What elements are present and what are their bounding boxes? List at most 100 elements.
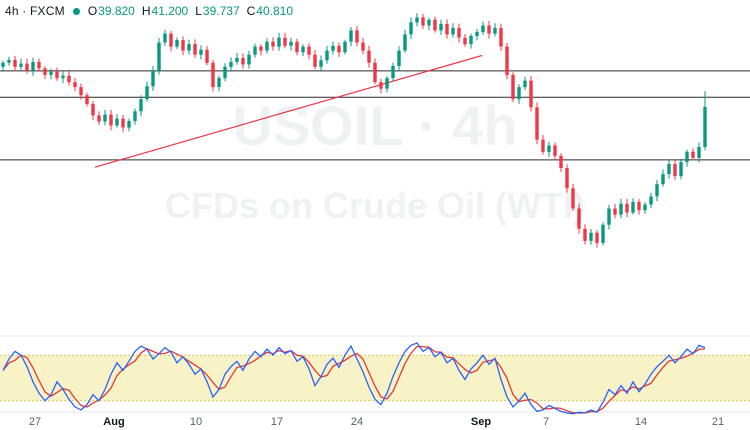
candle	[421, 14, 425, 29]
candle	[643, 202, 647, 214]
candle	[619, 198, 623, 219]
candle	[139, 95, 143, 117]
candle	[109, 109, 113, 131]
stochastic-k-line	[2, 342, 706, 415]
candle	[91, 101, 95, 121]
candle	[403, 29, 407, 53]
time-axis[interactable]: 27 Aug 10 17 24 Sep 7 14 21	[0, 414, 750, 430]
candle	[607, 204, 611, 230]
candle	[535, 102, 539, 145]
symbol-timeframe-label[interactable]: 4h · FXCM	[5, 4, 65, 18]
candle	[577, 203, 581, 234]
candle	[343, 39, 347, 55]
candles-group	[1, 13, 707, 248]
candle	[313, 50, 317, 70]
stochastic-band	[0, 355, 750, 401]
candle	[475, 29, 479, 41]
candle	[397, 46, 401, 71]
candle	[283, 33, 287, 49]
candle	[1, 60, 5, 72]
candle	[409, 17, 413, 40]
candle	[193, 39, 197, 58]
candle	[307, 43, 311, 60]
low-value: L 39.737	[195, 4, 240, 18]
candle	[379, 78, 383, 94]
date-label: 27	[28, 416, 42, 428]
candle	[301, 44, 305, 57]
candle	[583, 224, 587, 245]
candle	[499, 23, 503, 51]
candle	[553, 142, 557, 160]
candle	[319, 55, 323, 72]
candle	[145, 81, 149, 102]
candle	[235, 53, 239, 65]
candle	[439, 19, 443, 35]
candle	[565, 164, 569, 193]
candle	[289, 37, 293, 51]
candle	[115, 114, 119, 128]
close-value: C 40.810	[246, 4, 293, 18]
candle	[685, 149, 689, 167]
candle	[523, 76, 527, 91]
candle	[151, 66, 155, 91]
candle	[373, 58, 377, 85]
candle	[43, 66, 47, 79]
candle	[187, 39, 191, 55]
candle	[385, 76, 389, 93]
high-value: H 41.200	[141, 4, 189, 18]
trendline[interactable]	[94, 54, 483, 168]
candle	[37, 58, 41, 72]
candle	[691, 148, 695, 161]
open-value: O 39.820	[87, 4, 135, 18]
candle	[163, 29, 167, 46]
candle	[73, 77, 77, 91]
candle	[337, 42, 341, 57]
candle	[79, 83, 83, 100]
candle	[295, 38, 299, 56]
candle	[505, 42, 509, 80]
candle	[55, 67, 59, 81]
candle	[349, 27, 353, 47]
candle	[247, 50, 251, 69]
date-label: Aug	[103, 416, 125, 428]
candle	[667, 159, 671, 179]
candle	[355, 26, 359, 47]
candle	[85, 92, 89, 107]
stochastic-d-line	[2, 345, 706, 414]
candle	[259, 44, 263, 56]
candle	[133, 108, 137, 125]
candle	[625, 199, 629, 218]
candle	[25, 58, 29, 74]
candle	[595, 230, 599, 248]
candle	[391, 62, 395, 82]
candle	[457, 23, 461, 43]
market-status-icon	[72, 7, 80, 15]
candle	[517, 84, 521, 105]
candle	[511, 72, 515, 102]
candle	[61, 71, 65, 83]
candle	[361, 37, 365, 55]
candle	[199, 45, 203, 60]
candle	[67, 70, 71, 86]
ohlc-readout: O 39.820 H 41.200 L 39.737 C 40.810	[88, 4, 293, 18]
candle	[493, 23, 497, 37]
date-label: 17	[270, 416, 284, 428]
date-label: 10	[189, 416, 203, 428]
candle	[223, 63, 227, 82]
candle	[697, 142, 701, 163]
candle	[103, 109, 107, 126]
candle	[169, 31, 173, 52]
date-label: Sep	[470, 416, 492, 428]
candle	[631, 198, 635, 215]
candle	[547, 141, 551, 157]
chart-legend[interactable]: 4h · FXCM O 39.820 H 41.200 L 39.737 C 40.81…	[5, 4, 293, 18]
candle	[127, 118, 131, 132]
candle	[703, 91, 707, 151]
date-label: 14	[634, 416, 648, 428]
candle	[445, 19, 449, 39]
candle	[613, 204, 617, 219]
candle	[433, 16, 437, 33]
candle	[253, 43, 257, 58]
